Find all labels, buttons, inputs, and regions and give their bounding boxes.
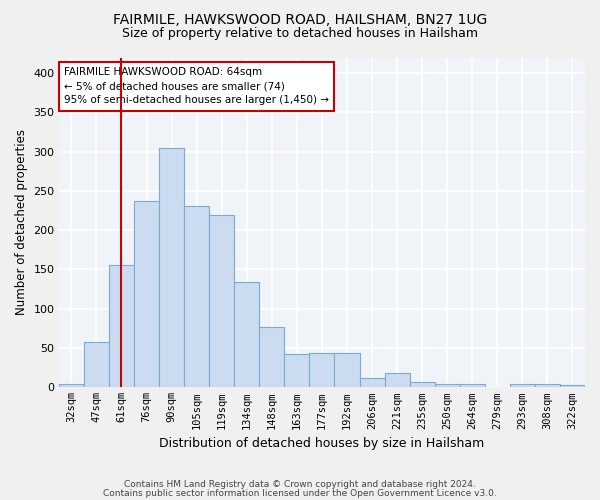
Bar: [460, 384, 485, 387]
X-axis label: Distribution of detached houses by size in Hailsham: Distribution of detached houses by size …: [159, 437, 485, 450]
Bar: [510, 384, 535, 387]
Bar: [535, 384, 560, 387]
Bar: [184, 206, 209, 387]
Bar: [159, 148, 184, 387]
Bar: [284, 354, 310, 387]
Bar: [434, 384, 460, 387]
Text: FAIRMILE HAWKSWOOD ROAD: 64sqm
← 5% of detached houses are smaller (74)
95% of s: FAIRMILE HAWKSWOOD ROAD: 64sqm ← 5% of d…: [64, 68, 329, 106]
Bar: [259, 328, 284, 387]
Bar: [59, 384, 84, 387]
Bar: [209, 215, 234, 387]
Bar: [359, 378, 385, 387]
Y-axis label: Number of detached properties: Number of detached properties: [15, 129, 28, 316]
Text: Size of property relative to detached houses in Hailsham: Size of property relative to detached ho…: [122, 28, 478, 40]
Bar: [560, 386, 585, 387]
Bar: [334, 354, 359, 387]
Bar: [385, 373, 410, 387]
Bar: [310, 354, 334, 387]
Text: Contains public sector information licensed under the Open Government Licence v3: Contains public sector information licen…: [103, 488, 497, 498]
Bar: [234, 282, 259, 387]
Text: Contains HM Land Registry data © Crown copyright and database right 2024.: Contains HM Land Registry data © Crown c…: [124, 480, 476, 489]
Bar: [84, 342, 109, 387]
Bar: [109, 266, 134, 387]
Text: FAIRMILE, HAWKSWOOD ROAD, HAILSHAM, BN27 1UG: FAIRMILE, HAWKSWOOD ROAD, HAILSHAM, BN27…: [113, 12, 487, 26]
Bar: [410, 382, 434, 387]
Bar: [134, 201, 159, 387]
